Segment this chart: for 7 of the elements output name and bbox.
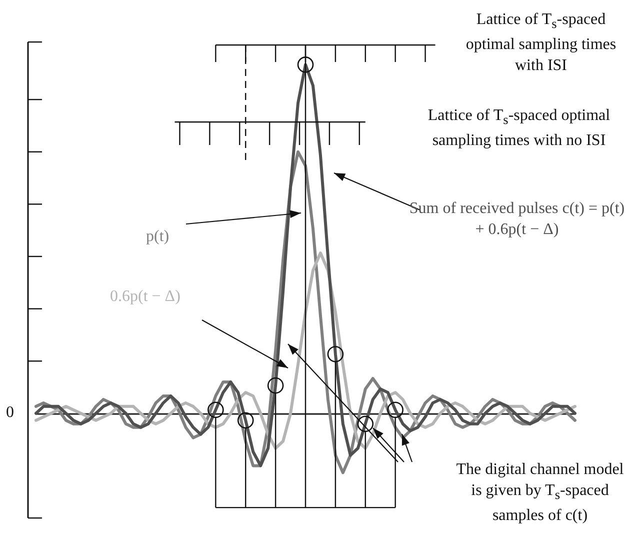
text: p(t) [146,227,170,247]
annotation: Lattice of T$_{s}$-spaced optimal sampling times with no ISI [426,106,612,152]
text: 0.6p(t − Δ) [110,287,180,307]
text: 0 [5,403,15,424]
annotation: Lattice of T$_{s}$-spaced optimal sampling times with ISI [464,10,618,76]
annotation: The digital channel model is given by T$_{s}$-spaced samples of c(t) [455,460,625,526]
text: Sum of received pulses c(t) = p(t) + 0.6p(t − Δ) [408,199,626,240]
